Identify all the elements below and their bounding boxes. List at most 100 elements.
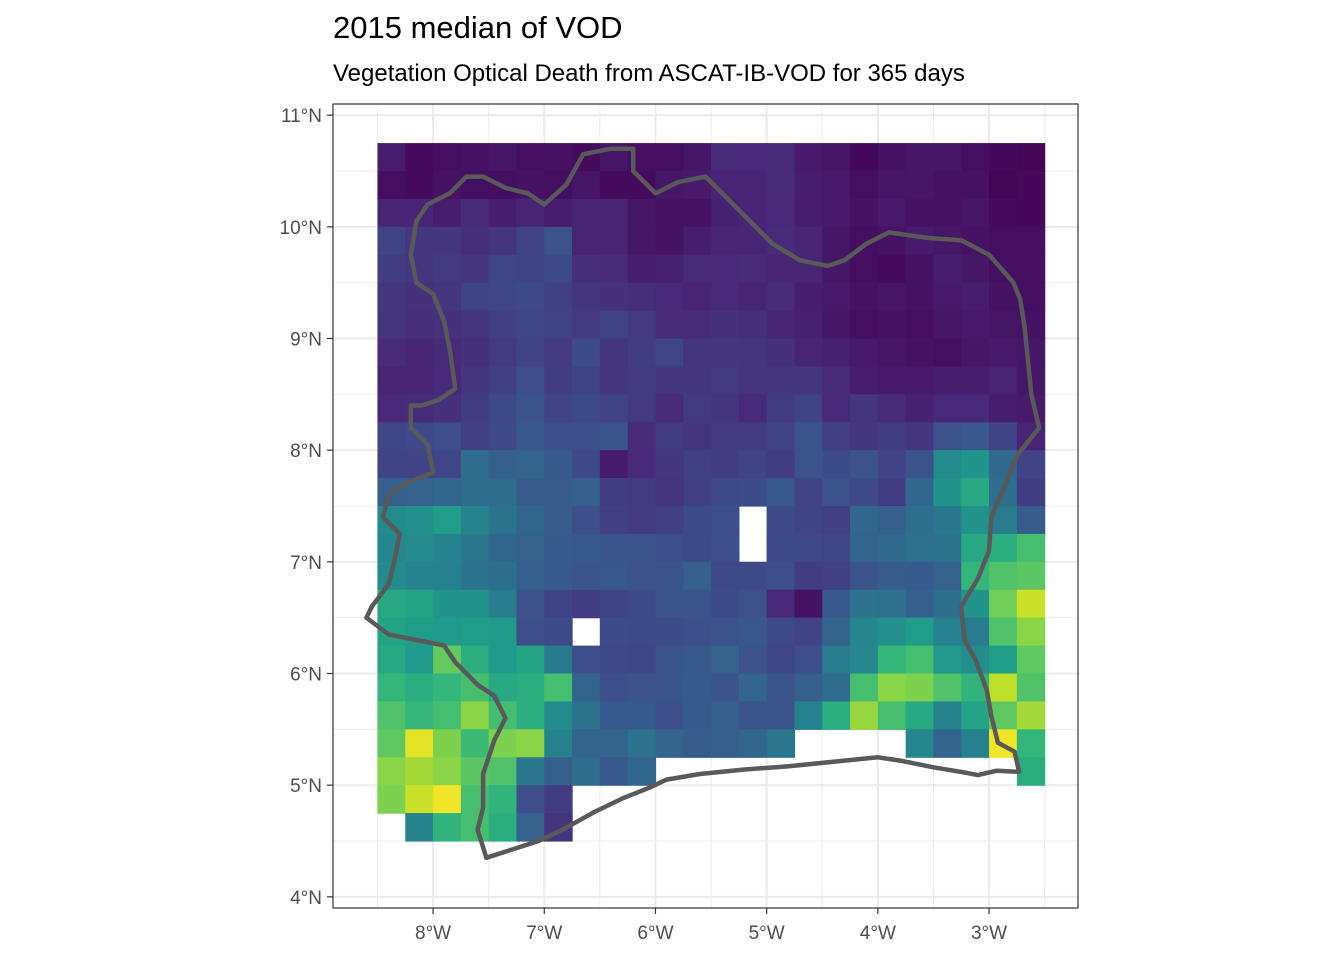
- vod-cell: [1016, 589, 1046, 619]
- vod-cell: [655, 617, 684, 647]
- vod-cell: [627, 645, 657, 675]
- vod-cell: [405, 338, 434, 368]
- vod-cell: [989, 561, 1018, 591]
- vod-cell: [905, 422, 935, 451]
- vod-cell: [905, 226, 935, 256]
- vod-cell: [488, 394, 518, 423]
- vod-cell: [822, 478, 851, 507]
- vod-cell: [905, 589, 935, 619]
- vod-cell: [627, 226, 657, 256]
- vod-cell: [961, 589, 990, 619]
- vod-cell: [794, 198, 823, 228]
- vod-cell: [433, 533, 462, 563]
- vod-cell: [850, 673, 879, 703]
- vod-cell: [850, 617, 879, 647]
- vod-cell: [627, 422, 657, 451]
- vod-cell: [544, 673, 573, 703]
- vod-cell: [905, 198, 935, 228]
- vod-cell: [738, 394, 768, 423]
- vod-cell: [738, 729, 768, 758]
- vod-cell: [683, 617, 712, 647]
- vod-cell: [572, 701, 601, 730]
- vod-cell: [544, 198, 573, 228]
- vod-cell: [711, 533, 740, 563]
- vod-cell: [933, 394, 962, 423]
- vod-cell: [989, 171, 1018, 200]
- vod-cell: [905, 254, 935, 284]
- vod-cell: [377, 254, 406, 284]
- vod-cell: [460, 701, 490, 730]
- vod-cell: [989, 338, 1018, 368]
- vod-cell: [850, 422, 879, 451]
- vod-cell: [794, 533, 823, 563]
- vod-cell: [961, 310, 990, 340]
- vod-cell: [766, 645, 796, 675]
- vod-cell: [905, 617, 935, 647]
- vod-cell: [905, 171, 935, 200]
- vod-cell: [377, 533, 406, 563]
- vod-cell: [933, 310, 962, 340]
- vod-cell: [766, 617, 796, 647]
- vod-cell: [627, 171, 657, 200]
- vod-cell: [488, 785, 518, 814]
- vod-cell: [488, 254, 518, 284]
- vod-cell: [516, 422, 545, 451]
- vod-cell: [627, 310, 657, 340]
- vod-cell: [377, 422, 406, 451]
- vod-cell: [433, 366, 462, 395]
- vod-cell: [599, 254, 629, 284]
- vod-cell: [516, 701, 545, 730]
- vod-cell: [877, 310, 907, 340]
- vod-cell: [822, 450, 851, 479]
- vod-cell: [433, 143, 462, 172]
- vod-cell: [599, 589, 629, 619]
- vod-cell: [766, 366, 796, 395]
- vod-cell: [822, 226, 851, 256]
- vod-cell: [822, 673, 851, 703]
- vod-cell: [877, 171, 907, 200]
- vod-cell: [905, 729, 935, 758]
- x-tick-label: 3°W: [971, 923, 1007, 944]
- vod-cell: [655, 533, 684, 563]
- vod-cell: [599, 617, 629, 647]
- vod-cell: [794, 450, 823, 479]
- vod-cell: [544, 757, 573, 786]
- vod-cell: [933, 561, 962, 591]
- vod-cell: [488, 366, 518, 395]
- y-tick-label: 10°N: [280, 218, 322, 239]
- vod-cell: [961, 701, 990, 730]
- vod-cell: [460, 478, 490, 507]
- vod-cell: [683, 533, 712, 563]
- vod-cell: [794, 394, 823, 423]
- vod-cell: [655, 645, 684, 675]
- vod-cell: [433, 729, 462, 758]
- vod-cell: [433, 198, 462, 228]
- vod-cell: [794, 338, 823, 368]
- vod-cell: [488, 338, 518, 368]
- vod-cell: [433, 785, 462, 814]
- vod-cell: [905, 143, 935, 172]
- vod-cell: [850, 589, 879, 619]
- vod-cell: [822, 533, 851, 563]
- vod-cell: [766, 673, 796, 703]
- vod-cell: [738, 701, 768, 730]
- vod-cell: [1016, 254, 1046, 284]
- vod-cell: [1016, 478, 1046, 507]
- vod-cell: [377, 785, 406, 814]
- vod-cell: [794, 673, 823, 703]
- vod-cell: [572, 198, 601, 228]
- vod-cell: [683, 589, 712, 619]
- vod-cell: [516, 282, 545, 312]
- vod-cell: [433, 757, 462, 786]
- vod-cell: [933, 143, 962, 172]
- vod-cell: [989, 394, 1018, 423]
- vod-cell: [794, 478, 823, 507]
- vod-cell: [1016, 729, 1046, 758]
- vod-cell: [905, 701, 935, 730]
- vod-cell: [572, 533, 601, 563]
- vod-cell: [933, 506, 962, 535]
- vod-cell: [544, 561, 573, 591]
- vod-cell: [794, 589, 823, 619]
- vod-cell: [544, 701, 573, 730]
- vod-cell: [405, 171, 434, 200]
